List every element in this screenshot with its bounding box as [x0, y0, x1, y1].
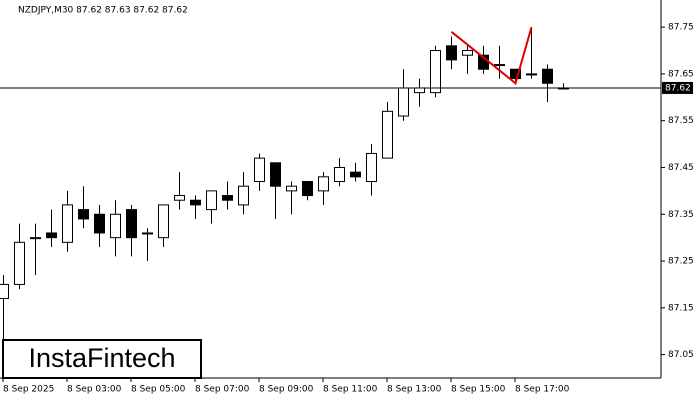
candle-body [270, 162, 281, 187]
chart-title: NZDJPY,M30 87.62 87.63 87.62 87.62 [18, 6, 188, 16]
candle-body [46, 232, 57, 239]
candle-body [30, 237, 41, 240]
candle-body [110, 213, 121, 239]
candle-body [366, 152, 377, 183]
candle-body [318, 176, 329, 192]
marks: 87.05 87.15 87.25 87.35 87.45 87.55 87.65 87.75… [0, 23, 694, 395]
candle-body [62, 204, 73, 243]
y-tick-label: 87.55 [668, 116, 694, 126]
candle-body [238, 185, 249, 206]
candle-body [494, 64, 505, 67]
candle-body [334, 166, 345, 183]
candle-body [398, 87, 409, 117]
logo: InstaFintech [28, 343, 175, 373]
y-tick-label: 87.45 [668, 163, 694, 173]
y-tick-label: 87.15 [668, 303, 694, 313]
candle-body [190, 199, 201, 206]
candle-body [206, 190, 217, 211]
candle-body [222, 195, 233, 201]
logo-box [2, 339, 202, 379]
x-tick-label: 8 Sep 15:00 [451, 385, 506, 395]
candle-body [126, 209, 137, 239]
y-tick-label: 87.25 [668, 257, 694, 267]
candle-body [254, 157, 265, 183]
candle-body [526, 73, 537, 76]
x-tick-label: 8 Sep 09:00 [259, 385, 314, 395]
y-tick-label: 87.75 [668, 23, 694, 33]
candle-body [462, 50, 473, 56]
y-tick-label: 87.35 [668, 210, 694, 220]
candle-body [78, 209, 89, 220]
price-box [662, 81, 693, 94]
x-tick-label: 8 Sep 07:00 [195, 385, 250, 395]
x-tick-label: 8 Sep 03:00 [67, 385, 122, 395]
candle-body [142, 232, 153, 235]
candle-body [350, 171, 361, 178]
x-tick-label: 8 Sep 17:00 [515, 385, 570, 395]
candle-body [302, 181, 313, 197]
candle-body [174, 195, 185, 201]
x-tick-label: 8 Sep 05:00 [131, 385, 186, 395]
y-tick-label: 87.05 [668, 350, 694, 360]
candle-body [430, 50, 441, 94]
candle-body [94, 213, 105, 234]
candle-body [14, 241, 25, 285]
candle-body [414, 87, 425, 94]
candle-body [510, 68, 521, 80]
candle-body [158, 204, 169, 239]
y-tick-label: 87.65 [668, 69, 694, 79]
candle-body [542, 68, 553, 84]
candle-body [446, 45, 457, 61]
x-tick-label: 8 Sep 13:00 [387, 385, 442, 395]
candle-body [382, 110, 393, 159]
candle-body [286, 185, 297, 192]
pattern-line [450, 26, 533, 85]
x-tick-label: 8 Sep 2025 [3, 385, 54, 395]
candle-body [0, 283, 9, 299]
price-label: 87.62 [665, 83, 691, 93]
x-tick-label: 8 Sep 11:00 [323, 385, 378, 395]
